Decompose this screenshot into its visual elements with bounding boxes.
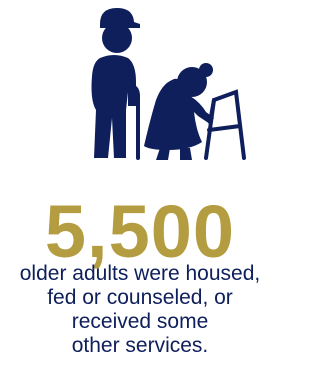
description-line: older adults were housed, <box>0 262 280 286</box>
elderly-icon <box>0 0 280 170</box>
description-line: received some <box>0 310 280 334</box>
page: {"stat": {"value": "5,500", "description… <box>0 0 280 367</box>
description-line: other services. <box>0 334 280 358</box>
description-line: fed or counseled, or <box>0 286 280 310</box>
infographic: 5,500 older adults were housed, fed or c… <box>0 0 280 367</box>
stat-description: older adults were housed, fed or counsel… <box>0 262 280 358</box>
